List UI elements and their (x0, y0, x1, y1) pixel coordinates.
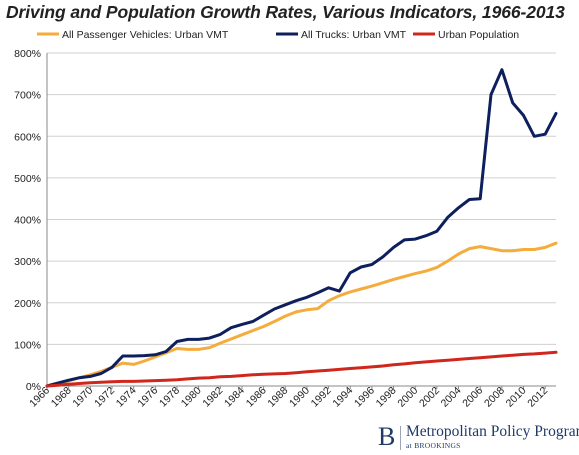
x-tick-label: 2002 (417, 385, 442, 410)
x-tick-label: 1986 (244, 385, 269, 410)
chart-title: Driving and Population Growth Rates, Var… (6, 2, 565, 22)
y-tick-label: 200% (14, 298, 41, 310)
affiliation-at: at (406, 441, 413, 450)
x-tick-label: 2008 (482, 385, 507, 410)
x-tick-label: 1998 (374, 385, 399, 410)
series-line-2 (45, 68, 558, 388)
x-tick-label: 1988 (265, 385, 290, 410)
affiliation-org: BROOKINGS (414, 441, 461, 450)
y-tick-label: 400% (14, 215, 41, 227)
x-tick-labels: 1966196819701972197419761978198019821984… (27, 385, 550, 410)
y-tick-label: 300% (14, 256, 41, 268)
program-name: Metropolitan Policy Program (406, 423, 579, 440)
grid-lines (47, 52, 556, 345)
legend-label-1: All Passenger Vehicles: Urban VMT (62, 29, 229, 41)
x-tick-label: 1982 (200, 385, 225, 410)
x-tick-label: 1978 (157, 385, 182, 410)
legend-label-3: Urban Population (438, 29, 519, 41)
y-tick-label: 0% (26, 381, 41, 393)
series-line-3 (45, 350, 558, 388)
y-tick-label: 100% (14, 339, 41, 351)
x-tick-label: 2010 (504, 385, 529, 410)
x-tick-label: 1992 (309, 385, 334, 410)
x-tick-label: 1968 (49, 385, 74, 410)
y-tick-label: 700% (14, 90, 41, 102)
axes (46, 53, 556, 389)
series-line-1 (45, 241, 558, 388)
x-tick-label: 1970 (70, 385, 95, 410)
x-tick-label: 2012 (525, 385, 550, 410)
brookings-b-logo-icon: B (378, 422, 396, 451)
logo-divider (400, 426, 401, 450)
x-tick-label: 1996 (352, 385, 377, 410)
x-tick-label: 2006 (460, 385, 485, 410)
y-tick-labels: 0% 100% 200% 300% 400% 500% 600% 700% 800% (14, 48, 41, 393)
y-tick-label: 600% (14, 131, 41, 143)
x-tick-label: 1980 (179, 385, 204, 410)
x-tick-label: 1972 (92, 385, 117, 410)
legend-label-2: All Trucks: Urban VMT (301, 29, 407, 41)
y-tick-label: 500% (14, 173, 41, 185)
legend: All Passenger Vehicles: Urban VMT All Tru… (37, 29, 519, 41)
series-lines (45, 68, 558, 388)
x-tick-label: 1990 (287, 385, 312, 410)
y-tick-label: 800% (14, 48, 41, 60)
x-tick-label: 1976 (135, 385, 160, 410)
x-tick-label: 1974 (114, 385, 139, 410)
x-tick-label: 2004 (439, 385, 464, 410)
x-tick-label: 2000 (395, 385, 420, 410)
program-affiliation: at BROOKINGS (406, 441, 461, 450)
x-tick-label: 1984 (222, 385, 247, 410)
x-tick-label: 1994 (330, 385, 355, 410)
